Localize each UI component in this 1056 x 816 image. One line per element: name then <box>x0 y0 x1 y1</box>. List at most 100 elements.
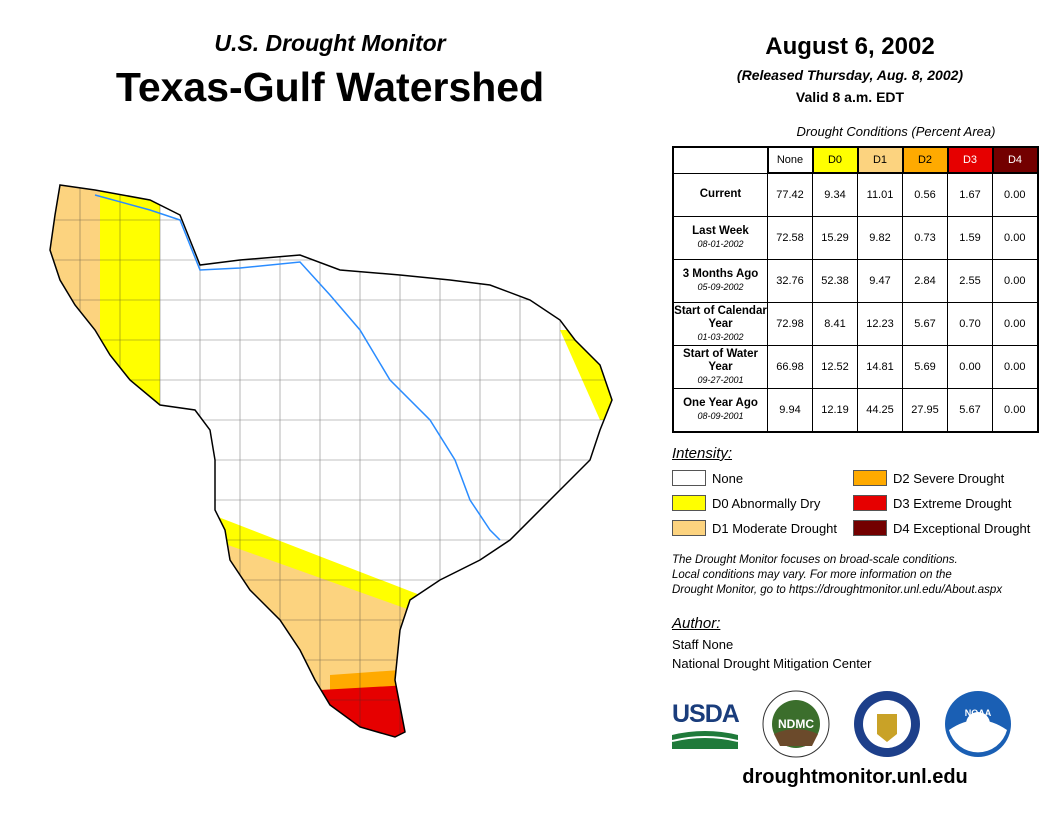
legend-swatch <box>672 520 706 536</box>
noaa-logo: NOAA <box>945 691 1011 757</box>
table-caption: Drought Conditions (Percent Area) <box>796 124 996 139</box>
map-title: Texas-Gulf Watershed <box>115 64 545 110</box>
row-title: One Year Ago <box>683 397 758 409</box>
table-cell: 0.73 <box>902 216 948 260</box>
table-row: Start of Water Year 09-27-2001 66.98 12.52 1… <box>672 345 1038 389</box>
table-row: 3 Months Ago 05-09-2002 32.76 52.38 9.47 2.84… <box>672 259 1038 303</box>
table-cell: 2.55 <box>947 259 993 303</box>
table-cell: 0.00 <box>992 216 1038 260</box>
legend-label: D0 Abnormally Dry <box>712 495 821 511</box>
row-title: Current <box>699 188 742 201</box>
row-date: 08-01-2002 <box>697 239 744 249</box>
map-date: August 6, 2002 <box>765 33 935 60</box>
table-cell: 0.00 <box>992 172 1038 217</box>
d0-area-south <box>200 510 420 610</box>
legend-item: D0 Abnormally Dry <box>672 495 820 511</box>
row-date: 01-03-2002 <box>697 331 744 342</box>
note-line: Local conditions may vary. For more info… <box>672 569 952 581</box>
table-row: One Year Ago 08-09-2001 9.94 12.19 44.25 27.9… <box>672 388 1038 433</box>
table-cell: 32.76 <box>767 259 813 303</box>
table-cell: 0.00 <box>992 388 1038 433</box>
valid-time: Valid 8 a.m. EDT <box>795 89 905 105</box>
row-title: Last Week <box>692 225 749 237</box>
table-cell: 77.42 <box>767 172 813 217</box>
row-title: Start of Calendar Year <box>674 304 767 330</box>
table-cell: 12.19 <box>812 388 858 433</box>
table-cell: 11.01 <box>857 172 903 217</box>
table-cell: 52.38 <box>812 259 858 303</box>
svg-text:NOAA: NOAA <box>965 708 992 718</box>
usda-logo: USDA <box>671 700 740 749</box>
table-cell: 66.98 <box>767 345 813 389</box>
ndmc-logo: NDMC <box>762 690 830 758</box>
col-d0: D0 <box>811 146 859 174</box>
author-name: Staff None <box>672 637 734 652</box>
table-cell: 0.00 <box>992 259 1038 303</box>
legend-item: D3 Extreme Drought <box>853 495 1012 511</box>
row-label: One Year Ago 08-09-2001 <box>672 388 768 433</box>
table-cell: 0.70 <box>947 302 993 346</box>
table-cell: 0.00 <box>947 345 993 389</box>
author-org: National Drought Mitigation Center <box>672 656 872 671</box>
river <box>94 194 501 541</box>
legend-swatch <box>853 520 887 536</box>
release-date: (Released Thursday, Aug. 8, 2002) <box>736 67 964 83</box>
table-cell: 72.58 <box>767 216 813 260</box>
table-cell: 44.25 <box>857 388 903 433</box>
map-subtitle: U.S. Drought Monitor <box>214 30 446 56</box>
svg-text:NDMC: NDMC <box>778 717 814 731</box>
row-label: Start of Calendar Year 01-03-2002 <box>672 302 768 346</box>
row-date: 09-27-2001 <box>697 374 744 385</box>
author-title: Author: <box>672 615 721 632</box>
table-cell: 9.47 <box>857 259 903 303</box>
legend-item: D2 Severe Drought <box>853 470 1004 486</box>
table-cell: 0.56 <box>902 172 948 217</box>
legend-swatch <box>672 495 706 511</box>
row-label: Last Week 08-01-2002 <box>672 216 768 260</box>
legend-item: None <box>672 470 743 486</box>
legend-label: None <box>712 470 744 486</box>
table-cell: 5.67 <box>902 302 948 346</box>
col-d3: D3 <box>946 146 994 174</box>
note-line: The Drought Monitor focuses on broad-sca… <box>672 554 958 566</box>
d3-area <box>320 685 410 737</box>
commerce-logo <box>854 691 920 757</box>
legend-swatch <box>672 470 706 486</box>
row-label: Start of Water Year 09-27-2001 <box>672 345 768 389</box>
col-d4: D4 <box>991 146 1039 174</box>
table-cell: 5.69 <box>902 345 948 389</box>
d2-area <box>330 670 400 690</box>
row-date: 05-09-2002 <box>697 282 744 292</box>
legend-swatch <box>853 470 887 486</box>
table-cell: 12.52 <box>812 345 858 389</box>
legend-item: D1 Moderate Drought <box>672 520 837 536</box>
website-url[interactable]: droughtmonitor.unl.edu <box>742 766 968 788</box>
legend-title: Intensity: <box>672 445 733 462</box>
legend-swatch <box>853 495 887 511</box>
table-cell: 5.67 <box>947 388 993 433</box>
legend-item: D4 Exceptional Drought <box>853 520 1030 536</box>
table-cell: 9.94 <box>767 388 813 433</box>
row-label: 3 Months Ago 05-09-2002 <box>672 259 768 303</box>
legend-label: D4 Exceptional Drought <box>893 520 1031 536</box>
table-row: Start of Calendar Year 01-03-2002 72.98 8.4… <box>672 302 1038 346</box>
table-cell: 14.81 <box>857 345 903 389</box>
legend-label: D3 Extreme Drought <box>893 495 1012 511</box>
table-cell: 12.23 <box>857 302 903 346</box>
table-cell: 1.67 <box>947 172 993 217</box>
row-label: Current <box>672 172 768 217</box>
table-cell: 9.82 <box>857 216 903 260</box>
row-title: Start of Water Year <box>683 347 758 373</box>
col-d1: D1 <box>856 146 904 174</box>
row-title: 3 Months Ago <box>682 268 759 280</box>
disclaimer-note: The Drought Monitor focuses on broad-sca… <box>672 553 1002 598</box>
table-row: Current 77.42 9.34 11.01 0.56 1.67 0.00 <box>672 172 1038 217</box>
legend-label: D2 Severe Drought <box>893 470 1005 486</box>
table-row: Last Week 08-01-2002 72.58 15.29 9.82 0.73 1.5… <box>672 216 1038 260</box>
col-none: None <box>766 146 814 174</box>
drought-conditions-table: None D0 D1 D2 D3 D4 Current 77.42 9.34 11.0… <box>672 146 1039 433</box>
table-cell: 27.95 <box>902 388 948 433</box>
col-d2: D2 <box>901 146 949 174</box>
table-cell: 8.41 <box>812 302 858 346</box>
table-cell: 1.59 <box>947 216 993 260</box>
